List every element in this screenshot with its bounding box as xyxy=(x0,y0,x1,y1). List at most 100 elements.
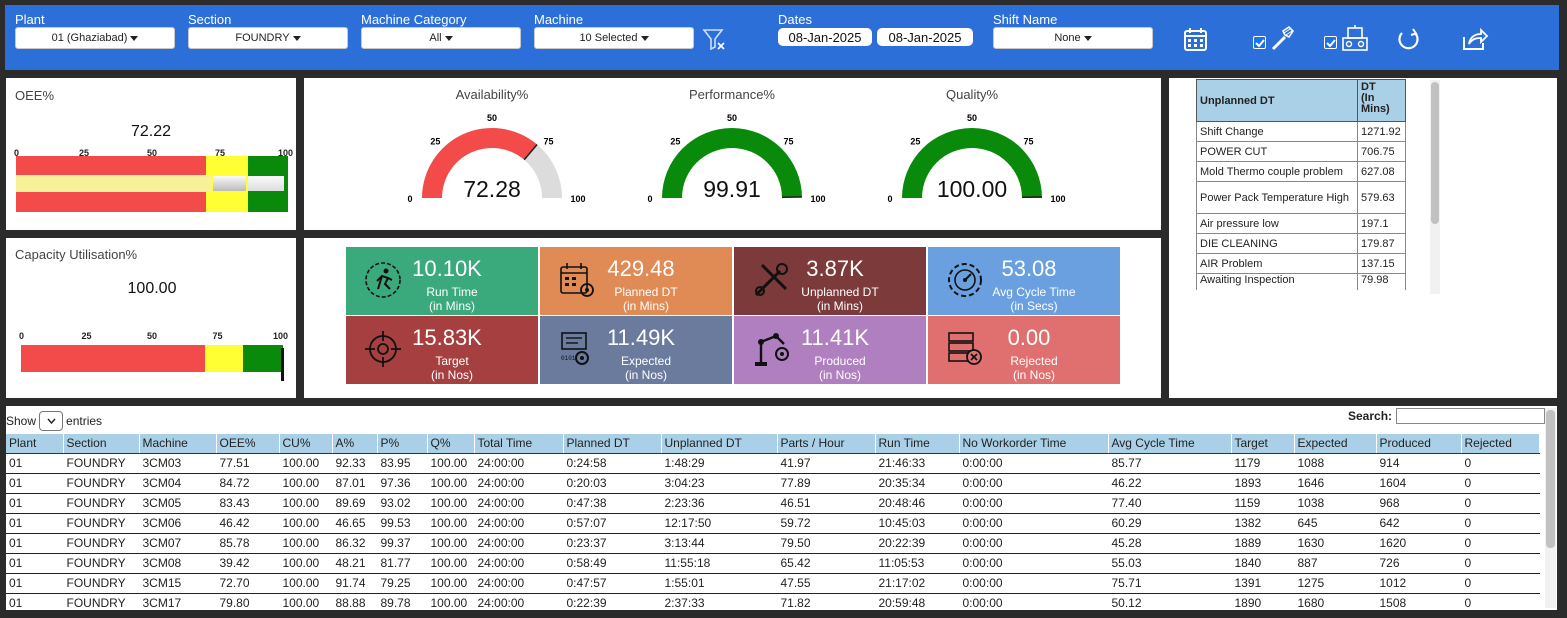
refresh-icon[interactable] xyxy=(1395,27,1421,58)
machine-checkbox[interactable] xyxy=(1324,36,1337,49)
kpi-tile[interactable]: 53.08 Avg Cycle Time (in Secs) xyxy=(928,247,1120,315)
kpi-tile[interactable]: 10.10K Run Time (in Mins) xyxy=(346,247,538,315)
kpi-tile[interactable]: 0101 11.49K Expected (in Nos) xyxy=(540,316,732,384)
section-filter: Section FOUNDRY xyxy=(188,13,348,49)
kpi-value: 53.08 xyxy=(1001,256,1057,281)
column-header[interactable]: Machine xyxy=(139,434,217,454)
table-cell: 100.00 xyxy=(279,593,333,614)
column-header[interactable]: P% xyxy=(377,434,428,454)
calendar-icon[interactable] xyxy=(1183,27,1209,58)
share-icon[interactable] xyxy=(1461,27,1489,58)
column-header[interactable]: CU% xyxy=(279,434,333,454)
machine-category-filter: Machine Category All xyxy=(361,13,521,49)
machine-category-dropdown[interactable]: All xyxy=(361,27,521,49)
date-from-input[interactable]: 08-Jan-2025 xyxy=(778,28,872,46)
table-cell: 77.40 xyxy=(1108,493,1232,514)
table-cell: 3CM06 xyxy=(139,513,217,534)
column-header[interactable]: Q% xyxy=(427,434,475,454)
tool-checkbox[interactable] xyxy=(1253,36,1266,49)
kpi-tile[interactable]: 429.48 Planned DT (in Mins) xyxy=(540,247,732,315)
table-row[interactable]: 01 FOUNDRY 3CM06 46.42 100.00 46.65 99.53 100.0… xyxy=(6,513,1540,534)
table-row[interactable]: 01 FOUNDRY 3CM04 84.72 100.00 87.01 97.36 100.0… xyxy=(6,473,1540,494)
table-cell: 24:00:00 xyxy=(474,493,564,514)
table-cell: 01 xyxy=(6,513,64,534)
column-header[interactable]: Produced xyxy=(1376,434,1462,454)
search-input[interactable] xyxy=(1396,408,1545,424)
table-cell: 79.50 xyxy=(777,533,876,554)
column-header[interactable]: A% xyxy=(332,434,378,454)
table-cell: 01 xyxy=(6,533,64,554)
gauge-tick-label: 25 xyxy=(910,136,920,146)
column-header[interactable]: Unplanned DT xyxy=(661,434,778,454)
column-header[interactable]: Parts / Hour xyxy=(777,434,876,454)
table-cell: 1646 xyxy=(1294,473,1377,494)
machine-dropdown[interactable]: 10 Selected xyxy=(534,27,694,49)
gauge-tick-label: 75 xyxy=(544,136,554,146)
column-header[interactable]: Planned DT xyxy=(563,434,662,454)
column-header[interactable]: Avg Cycle Time xyxy=(1108,434,1232,454)
date-to-input[interactable]: 08-Jan-2025 xyxy=(877,28,973,46)
chevron-down-icon xyxy=(1083,35,1092,41)
capacity-green-band xyxy=(243,345,283,372)
table-cell: 84.72 xyxy=(216,473,280,494)
dt-minutes-header-cell[interactable]: DT (In Mins) xyxy=(1357,79,1406,122)
shift-value: None xyxy=(1054,32,1081,44)
table-cell: 3CM15 xyxy=(139,573,217,594)
table-row[interactable]: 01 FOUNDRY 3CM05 83.43 100.00 89.69 93.02 100.0… xyxy=(6,493,1540,514)
table-row[interactable]: 01 FOUNDRY 3CM07 85.78 100.00 86.32 99.37 100.0… xyxy=(6,533,1540,554)
machine-table-scrollbar[interactable] xyxy=(1545,408,1556,608)
table-cell: 01 xyxy=(6,553,64,574)
scale-tick: 75 xyxy=(215,148,226,158)
table-cell: 93.02 xyxy=(377,493,428,514)
table-row[interactable]: 01 FOUNDRY 3CM03 77.51 100.00 92.33 83.95 100.0… xyxy=(6,453,1540,474)
dt-minutes-cell: 179.87 xyxy=(1357,233,1406,254)
unplanned-dt-header-cell[interactable]: Unplanned DT xyxy=(1196,79,1358,122)
tool-icon[interactable] xyxy=(1269,25,1295,58)
gauge-title: Performance% xyxy=(689,87,775,102)
clear-filter-icon[interactable] xyxy=(702,27,728,58)
column-header[interactable]: Rejected xyxy=(1461,434,1540,454)
column-header[interactable]: OEE% xyxy=(216,434,280,454)
table-cell: 1889 xyxy=(1231,533,1295,554)
column-header[interactable]: No Workorder Time xyxy=(959,434,1109,454)
shift-dropdown[interactable]: None xyxy=(993,27,1153,49)
column-header[interactable]: Target xyxy=(1231,434,1295,454)
plant-filter: Plant 01 (Ghaziabad) xyxy=(15,13,175,49)
kpi-tile[interactable]: 0.00 Rejected (in Nos) xyxy=(928,316,1120,384)
table-cell: 01 xyxy=(6,493,64,514)
column-header[interactable]: Total Time xyxy=(474,434,564,454)
gauge-tick-label: 0 xyxy=(887,194,892,204)
table-cell: 0:47:57 xyxy=(563,573,662,594)
column-header[interactable]: Plant xyxy=(6,434,64,454)
kpi-label: Unplanned DT (in Mins) xyxy=(780,285,900,313)
unplanned-dt-scrollbar[interactable] xyxy=(1430,80,1440,294)
table-cell: 3CM17 xyxy=(139,593,217,614)
table-cell: 0 xyxy=(1461,473,1540,494)
table-row[interactable]: 01 FOUNDRY 3CM08 39.42 100.00 48.21 81.77 100.0… xyxy=(6,553,1540,574)
table-row[interactable]: 01 FOUNDRY 3CM15 72.70 100.00 91.74 79.25 100.0… xyxy=(6,573,1540,594)
kpi-tile[interactable]: 3.87K Unplanned DT (in Mins) xyxy=(734,247,926,315)
kpi-tile[interactable]: 15.83K Target (in Nos) xyxy=(346,316,538,384)
machine-table-scroll-thumb[interactable] xyxy=(1546,410,1555,548)
table-cell: 100.00 xyxy=(427,453,475,474)
column-header[interactable]: Run Time xyxy=(875,434,960,454)
section-dropdown[interactable]: FOUNDRY xyxy=(188,27,348,49)
entries-select[interactable] xyxy=(39,411,64,431)
table-cell: 1382 xyxy=(1231,513,1295,534)
gauge-tick-label: 25 xyxy=(670,136,680,146)
table-cell: 1893 xyxy=(1231,473,1295,494)
column-header[interactable]: Expected xyxy=(1294,434,1377,454)
kpi-tile[interactable]: 11.41K Produced (in Nos) xyxy=(734,316,926,384)
unplanned-dt-scroll-thumb[interactable] xyxy=(1431,82,1439,224)
machine-icon[interactable] xyxy=(1340,24,1370,59)
gauge-tick-label: 0 xyxy=(647,194,652,204)
kpi-label-title: Unplanned DT xyxy=(801,285,879,299)
plant-dropdown[interactable]: 01 (Ghaziabad) xyxy=(15,27,175,49)
table-cell: FOUNDRY xyxy=(63,533,140,554)
column-header[interactable]: Section xyxy=(63,434,140,454)
table-cell: 0 xyxy=(1461,533,1540,554)
table-cell: 0:00:00 xyxy=(959,533,1109,554)
table-cell: 100.00 xyxy=(427,533,475,554)
panel-divider xyxy=(304,230,1161,238)
table-cell: 72.70 xyxy=(216,573,280,594)
